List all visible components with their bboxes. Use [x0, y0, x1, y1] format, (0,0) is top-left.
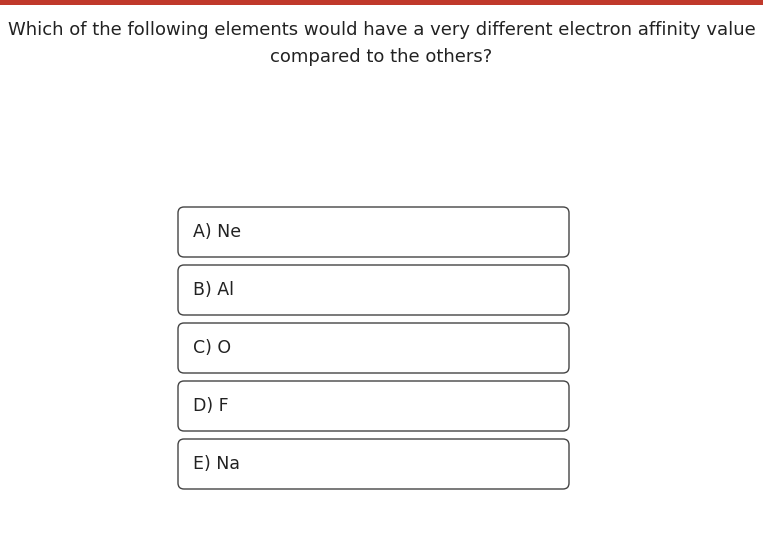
FancyBboxPatch shape — [178, 265, 569, 315]
Text: Which of the following elements would have a very different electron affinity va: Which of the following elements would ha… — [8, 21, 755, 39]
Bar — [0, 0, 763, 5]
Text: A) Ne: A) Ne — [193, 223, 241, 241]
FancyBboxPatch shape — [178, 323, 569, 373]
Text: compared to the others?: compared to the others? — [270, 48, 493, 66]
Text: B) Al: B) Al — [193, 281, 234, 299]
FancyBboxPatch shape — [178, 207, 569, 257]
Text: C) O: C) O — [193, 339, 231, 357]
Text: E) Na: E) Na — [193, 455, 240, 473]
FancyBboxPatch shape — [178, 439, 569, 489]
Text: D) F: D) F — [193, 397, 229, 415]
FancyBboxPatch shape — [178, 381, 569, 431]
